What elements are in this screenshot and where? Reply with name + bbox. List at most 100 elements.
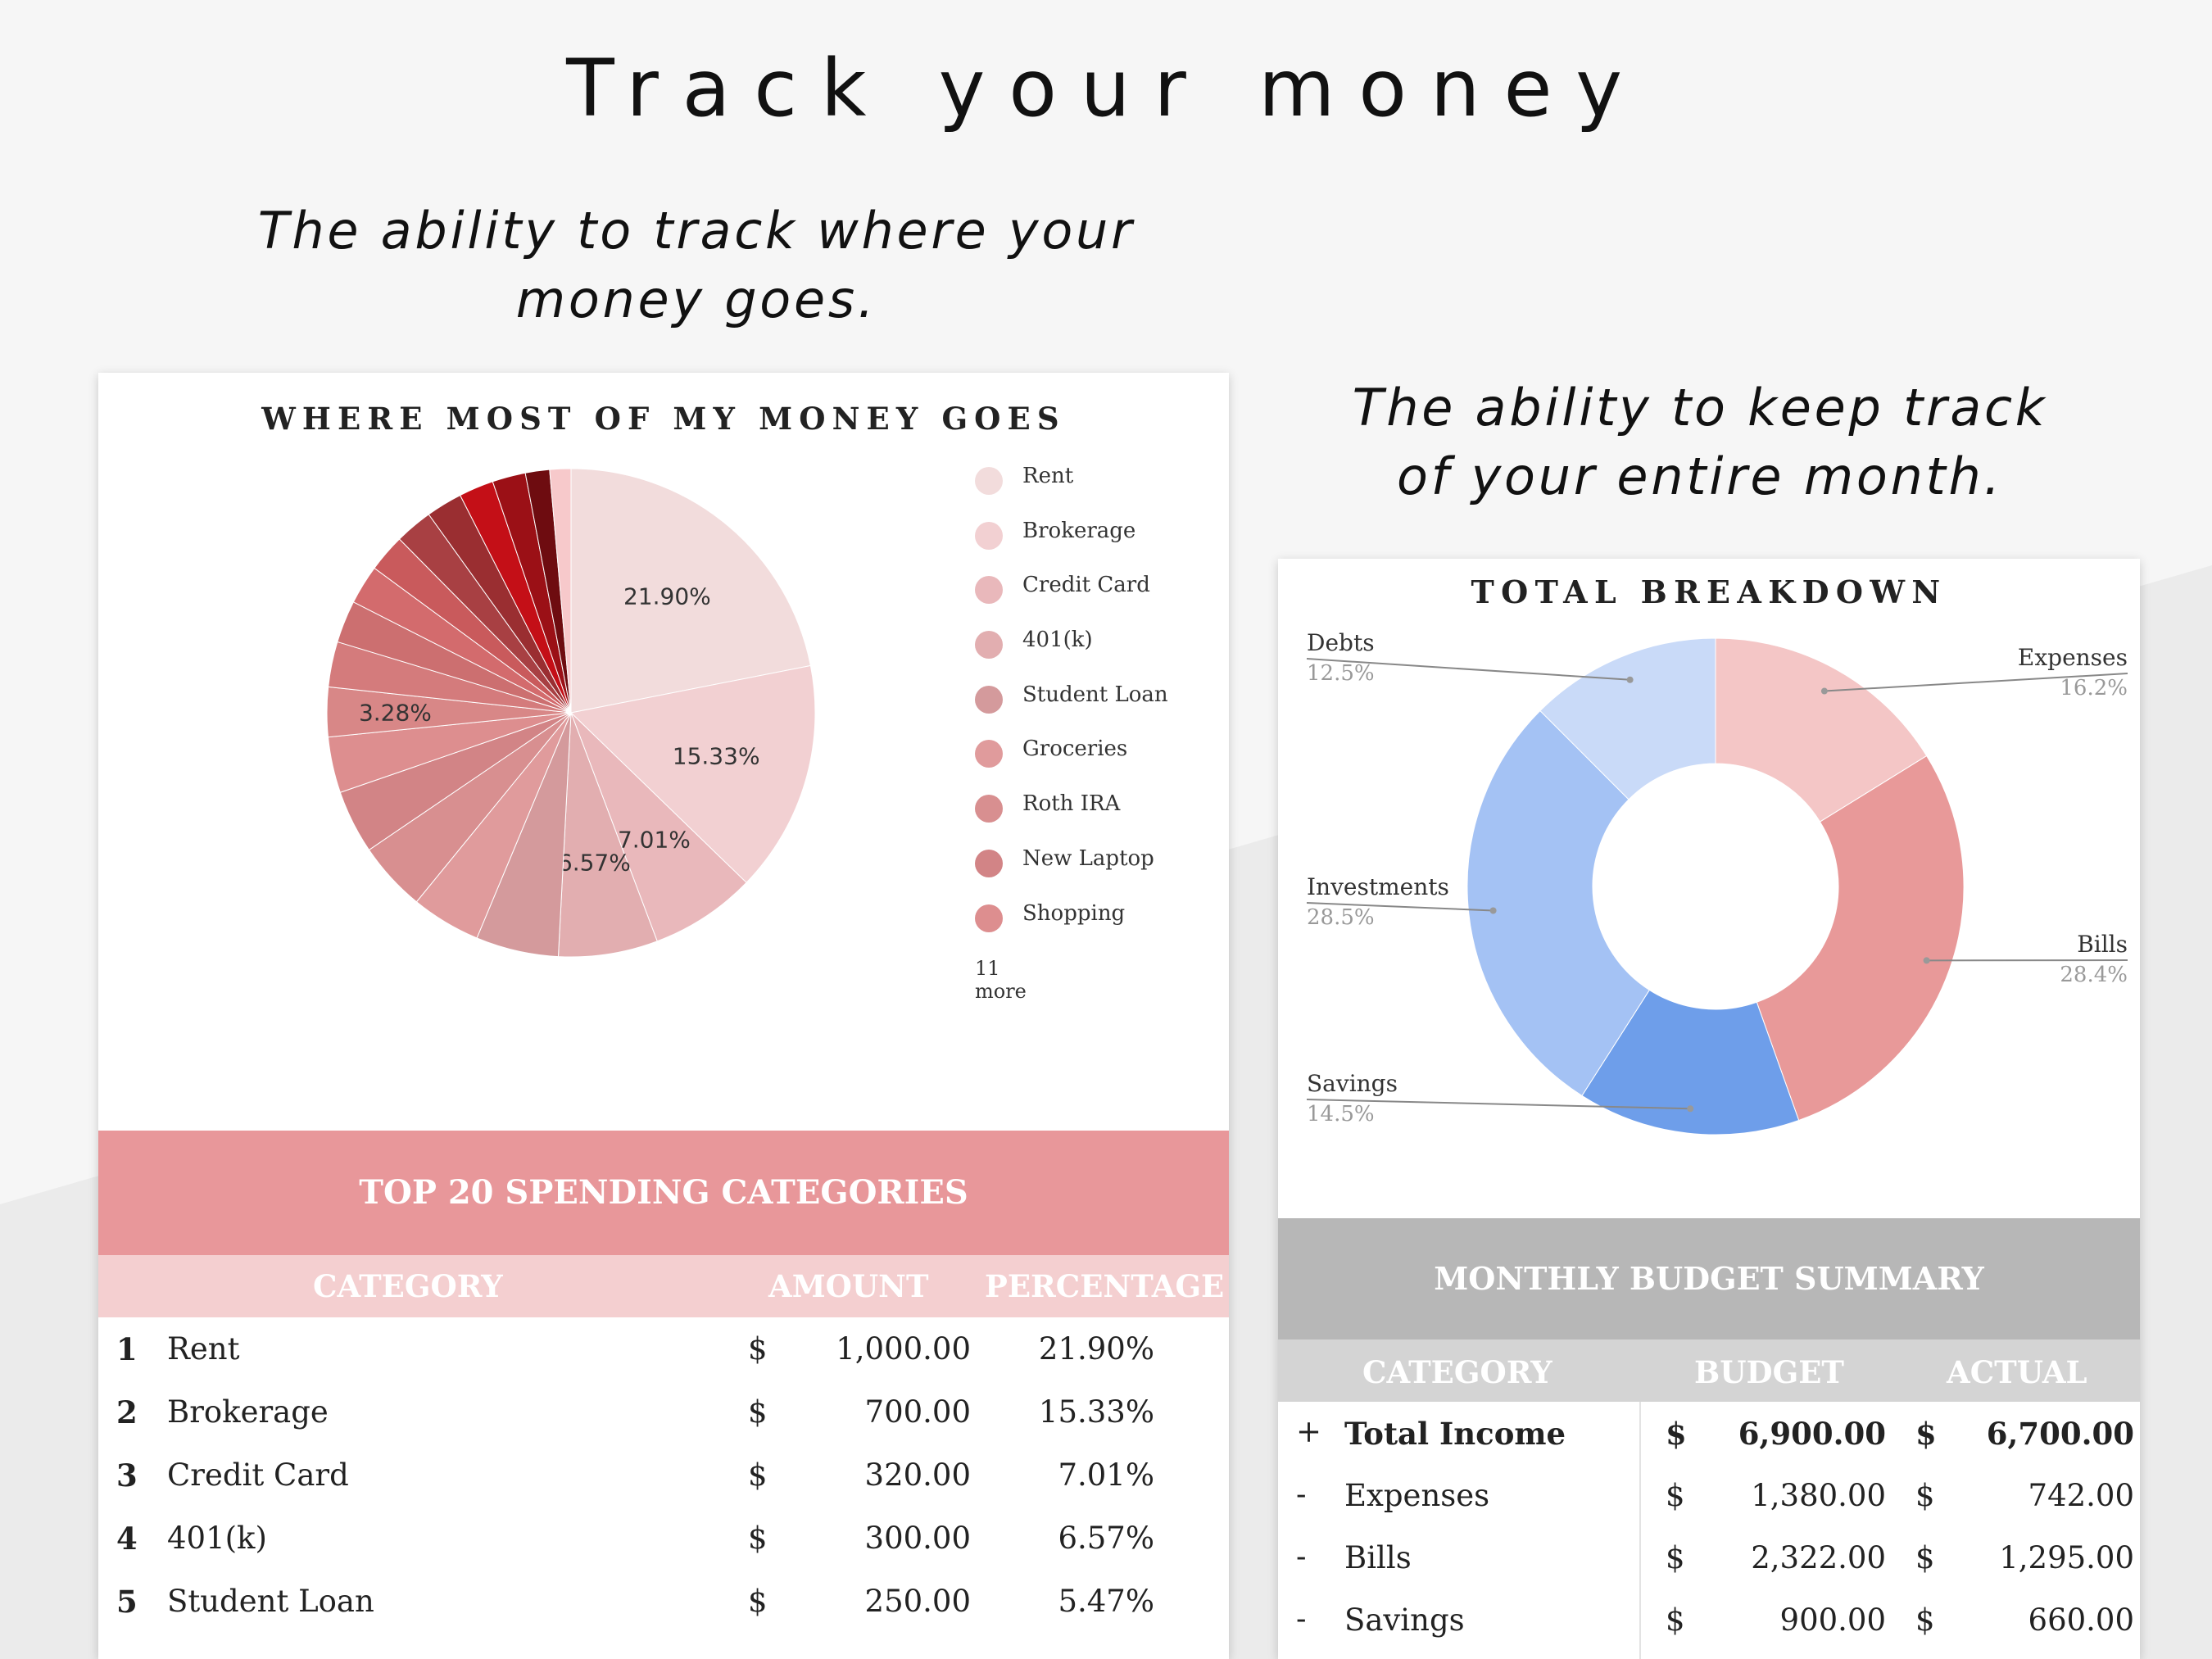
legend-label: Credit Card — [1022, 573, 1150, 598]
row-category: Total Income — [1344, 1416, 1566, 1452]
table-row[interactable]: 2 Brokerage $ 700.00 15.33% — [98, 1385, 1229, 1448]
donut-slice[interactable] — [1715, 637, 1928, 823]
legend-more-link[interactable]: 11 more — [975, 957, 1027, 1003]
table-row[interactable]: - Expenses $ 1,380.00 $ 742.00 — [1278, 1468, 2140, 1531]
row-actual: 742.00 — [2028, 1478, 2134, 1513]
row-sign: - — [1296, 1476, 1307, 1512]
row-sign: + — [1296, 1414, 1322, 1449]
row-amount: 700.00 — [864, 1394, 971, 1430]
row-category: Expenses — [1344, 1478, 1490, 1513]
row-amount: 300.00 — [864, 1521, 971, 1556]
row-percentage: 21.90% — [1038, 1331, 1154, 1367]
budget-chart-title: TOTAL BREAKDOWN — [1471, 573, 1947, 610]
callout-line — [1824, 673, 2128, 692]
budget-table-title: MONTHLY BUDGET SUMMARY — [1278, 1218, 2140, 1339]
row-currency: $ — [1915, 1416, 1937, 1452]
row-currency: $ — [1666, 1602, 1685, 1638]
callout-dot — [1626, 676, 1634, 683]
row-budget: 1,380.00 — [1751, 1478, 1886, 1513]
row-currency: $ — [1666, 1478, 1685, 1513]
row-budget: 6,900.00 — [1738, 1416, 1886, 1452]
legend-label: 401(k) — [1022, 628, 1093, 653]
row-amount: 250.00 — [864, 1584, 971, 1619]
spending-table-title: TOP 20 SPENDING CATEGORIES — [98, 1131, 1229, 1255]
spending-table-header: CATEGORY AMOUNT PERCENTAGE — [98, 1255, 1229, 1317]
row-amount: 1,000.00 — [836, 1331, 971, 1367]
donut-slice[interactable] — [1756, 755, 1965, 1122]
legend-swatch — [975, 467, 1003, 495]
column-header-budget[interactable]: BUDGET — [1694, 1354, 1844, 1390]
legend-swatch — [975, 795, 1003, 823]
callout-label: Bills — [2077, 931, 2128, 958]
donut-slice[interactable] — [1581, 989, 1800, 1135]
row-sign: - — [1296, 1601, 1307, 1636]
legend-swatch — [975, 576, 1003, 605]
row-actual: 660.00 — [2028, 1602, 2134, 1638]
tagline-right: The ability to keep track of your entire… — [1262, 374, 2138, 511]
legend-label: Shopping — [1022, 900, 1126, 926]
row-percentage: 6.57% — [1058, 1521, 1154, 1556]
pie-data-label: 6.57% — [558, 850, 631, 877]
donut-slice[interactable] — [1466, 709, 1650, 1097]
callout-label: Debts — [1307, 629, 1375, 656]
row-number: 3 — [116, 1457, 138, 1494]
budget-card: TOTAL BREAKDOWN Expenses 16.2% Bills 28.4% S… — [1278, 559, 2140, 1659]
callout-dot — [1489, 907, 1497, 914]
column-header-actual[interactable]: ACTUAL — [1947, 1354, 2087, 1390]
budget-donut-chart: Expenses 16.2% Bills 28.4% Savings 14.5% Inves… — [1306, 629, 2128, 1135]
row-amount: 320.00 — [864, 1457, 971, 1493]
callout-value: 12.5% — [1307, 661, 1375, 686]
legend-swatch — [975, 740, 1003, 768]
pie-slice[interactable] — [570, 468, 811, 714]
table-row[interactable]: 3 Credit Card $ 320.00 7.01% — [98, 1448, 1229, 1511]
row-category: Student Loan — [167, 1584, 374, 1619]
callout-line — [1306, 658, 1630, 681]
pie-slice[interactable] — [570, 712, 747, 942]
tagline-right-line-1: The ability to keep track — [1352, 378, 2048, 437]
pie-data-label: 15.33% — [673, 742, 760, 769]
legend-swatch — [975, 904, 1003, 932]
row-currency: $ — [748, 1584, 768, 1619]
row-currency: $ — [748, 1521, 768, 1556]
legend-label: Groceries — [1022, 737, 1128, 762]
column-header-amount[interactable]: AMOUNT — [768, 1268, 929, 1304]
pie-data-label: 3.28% — [359, 699, 432, 726]
column-header-category[interactable]: CATEGORY — [313, 1268, 503, 1304]
tagline-left: The ability to track where your money go… — [197, 197, 1196, 334]
column-divider — [1639, 1402, 1641, 1659]
table-row[interactable]: - Bills $ 2,322.00 $ 1,295.00 — [1278, 1530, 2140, 1593]
row-actual: 6,700.00 — [1986, 1416, 2134, 1452]
callout-value: 28.4% — [2060, 963, 2128, 987]
table-row[interactable]: + Total Income $ 6,900.00 $ 6,700.00 — [1278, 1406, 2140, 1469]
table-row[interactable]: 4 401(k) $ 300.00 6.57% — [98, 1511, 1229, 1574]
pie-slice[interactable] — [569, 664, 816, 884]
row-number: 5 — [116, 1584, 138, 1620]
callout-label: Investments — [1307, 873, 1449, 900]
budget-table-header: CATEGORY BUDGET ACTUAL — [1278, 1339, 2140, 1402]
spending-chart-title: WHERE MOST OF MY MONEY GOES — [261, 401, 1066, 437]
callout-value: 14.5% — [1307, 1102, 1375, 1126]
tagline-left-line-2: money goes. — [515, 270, 877, 329]
legend-swatch — [975, 849, 1003, 877]
row-currency: $ — [748, 1394, 768, 1430]
row-sign: - — [1296, 1539, 1307, 1574]
spending-pie-chart: 21.90% 15.33% 7.01%6.57% 3.28% — [326, 468, 816, 958]
pie-slice[interactable] — [549, 468, 572, 714]
column-header-percentage[interactable]: PERCENTAGE — [985, 1268, 1225, 1304]
table-row[interactable]: 1 Rent $ 1,000.00 21.90% — [98, 1321, 1229, 1385]
row-category: Brokerage — [167, 1394, 329, 1430]
pie-data-label: 7.01% — [618, 826, 691, 853]
callout-label: Expenses — [2018, 644, 2128, 671]
callout-dot — [1820, 687, 1828, 695]
table-row[interactable]: 5 Student Loan $ 250.00 5.47% — [98, 1574, 1229, 1637]
row-actual: 1,295.00 — [1999, 1540, 2134, 1575]
row-budget: 2,322.00 — [1751, 1540, 1886, 1575]
callout-dot — [1923, 957, 1930, 964]
callout-line — [1306, 902, 1494, 912]
table-row[interactable]: - Savings $ 900.00 $ 660.00 — [1278, 1593, 2140, 1656]
column-header-category[interactable]: CATEGORY — [1362, 1354, 1552, 1390]
legend-label: Roth IRA — [1022, 791, 1121, 817]
row-percentage: 7.01% — [1058, 1457, 1154, 1493]
pie-slice[interactable] — [557, 712, 658, 958]
row-budget: 900.00 — [1779, 1602, 1886, 1638]
